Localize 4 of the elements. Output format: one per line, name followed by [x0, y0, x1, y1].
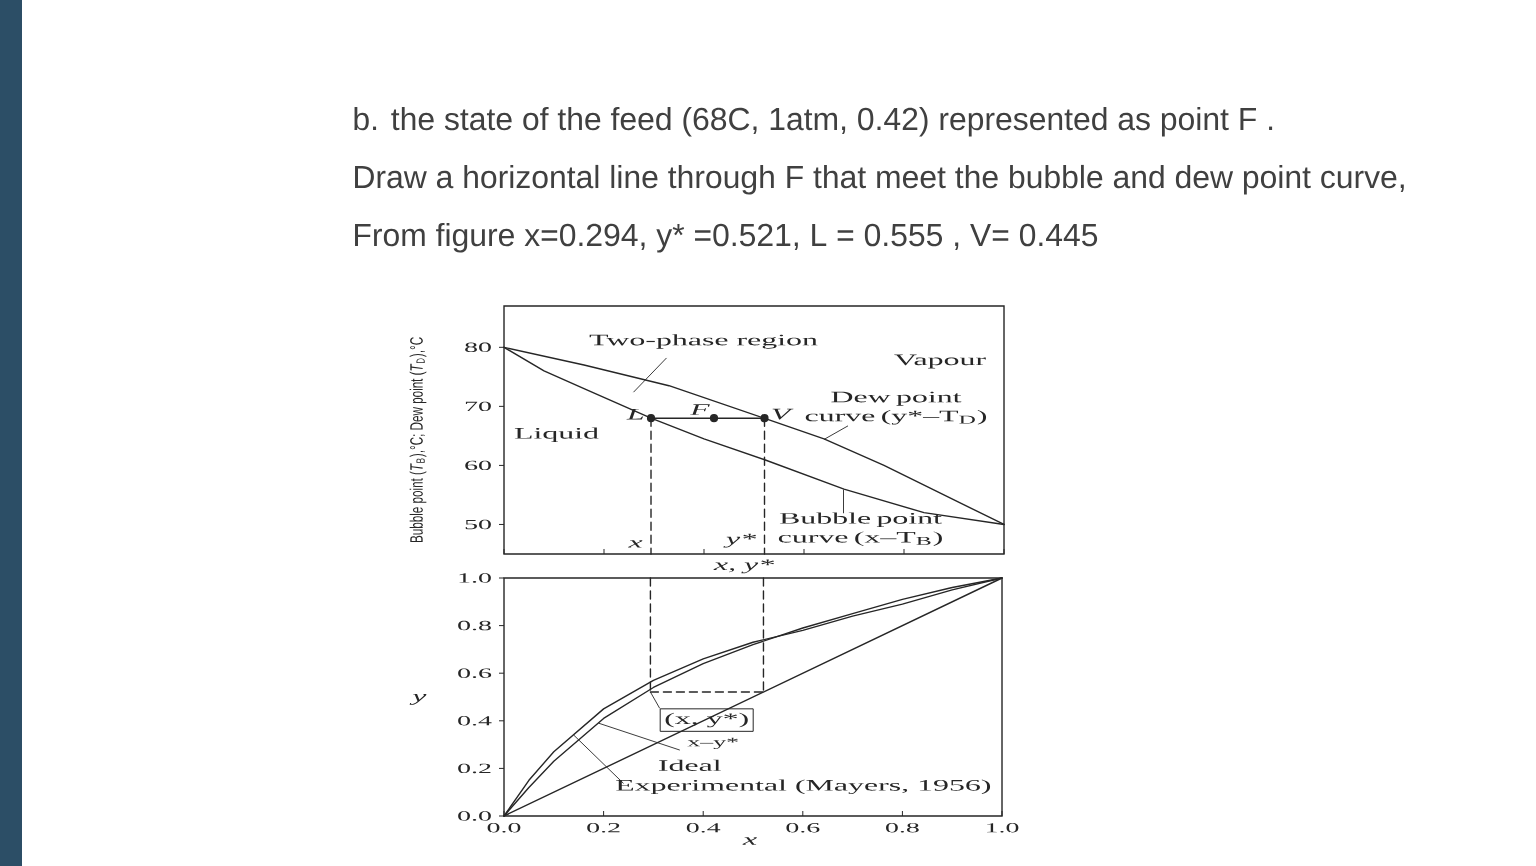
chart-title: b. the state of the feed (68C, 1atm, 0.42) represented as point F . [354, 106, 1273, 137]
text: From figure x=0.294, y* =0.521, L = 0.555 , V= 0.445 [355, 222, 1098, 253]
chart-subtitle: Draw a horizontal line through F that meet the bubble and dew point curve, [355, 164, 1404, 195]
y-axis-title: Bubble point (T$_{B}$),°C; Dew point (T$_{D}$),°C [409, 337, 427, 543]
